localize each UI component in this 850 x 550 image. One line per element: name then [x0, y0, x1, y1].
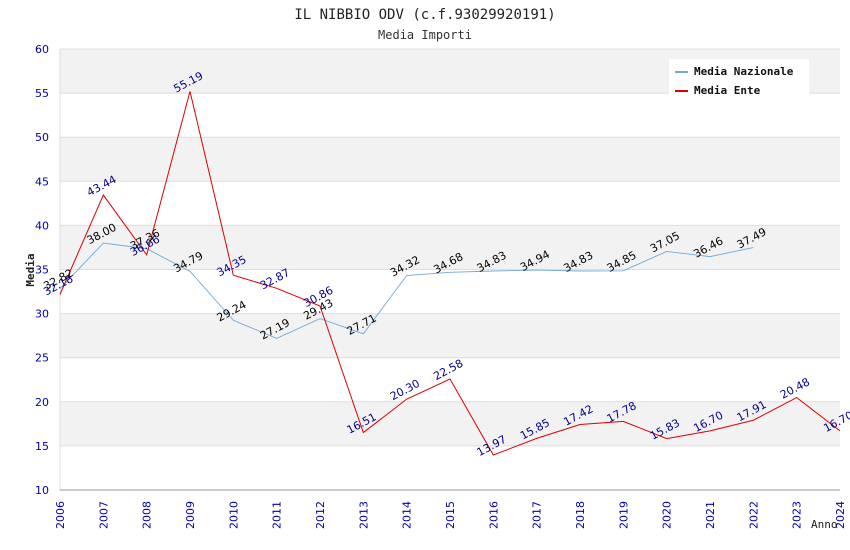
- x-tick-label: 2020: [661, 501, 674, 529]
- x-tick-label: 2012: [314, 501, 327, 529]
- y-tick-label: 40: [35, 219, 49, 232]
- x-tick-label: 2006: [54, 501, 67, 529]
- x-axis-ticks: 2006 2007 2008 2009 2010 2011 2012 2013 2014 2015…: [54, 501, 847, 529]
- x-tick-label: 2022: [747, 501, 760, 529]
- x-tick-label: 2009: [184, 501, 197, 529]
- y-tick-label: 25: [35, 352, 49, 365]
- plot-background-bands: [60, 49, 840, 490]
- legend: Media Nazionale Media Ente: [669, 59, 809, 97]
- y-tick-label: 10: [35, 484, 49, 497]
- series-line-nazionale: [59, 242, 754, 339]
- plot-band: [60, 269, 840, 314]
- x-tick-label: 2017: [531, 501, 544, 529]
- legend-box: [669, 59, 809, 96]
- x-tick-label: 2011: [271, 501, 284, 529]
- x-tick-label: 2023: [791, 501, 804, 529]
- plot-band: [60, 401, 840, 446]
- plot-band: [60, 445, 840, 490]
- x-axis-label: Anno: [811, 518, 838, 531]
- x-tick-label: 2014: [401, 501, 414, 529]
- x-tick-label: 2013: [357, 501, 370, 529]
- x-tick-label: 2010: [227, 501, 240, 529]
- chart-title: IL NIBBIO ODV (c.f.93029920191): [294, 7, 555, 23]
- plot-band: [60, 181, 840, 226]
- y-tick-label: 15: [35, 440, 49, 453]
- plot-band: [60, 313, 840, 358]
- plot-band: [60, 225, 840, 270]
- series-lines: [59, 91, 841, 456]
- x-tick-label: 2021: [704, 501, 717, 529]
- y-tick-label: 50: [35, 131, 49, 144]
- x-tick-label: 2018: [574, 501, 587, 529]
- y-tick-label: 20: [35, 396, 49, 409]
- y-tick-label: 35: [35, 264, 49, 277]
- x-tick-label: 2024: [834, 501, 847, 529]
- y-tick-label: 45: [35, 175, 49, 188]
- y-tick-label: 60: [35, 43, 49, 56]
- y-tick-label: 30: [35, 308, 49, 321]
- plot-band: [60, 137, 840, 182]
- x-tick-label: 2016: [487, 501, 500, 529]
- x-tick-label: 2008: [141, 501, 154, 529]
- y-axis-label: Media: [24, 253, 37, 286]
- legend-label-nazionale: Media Nazionale: [694, 65, 794, 78]
- y-tick-label: 55: [35, 87, 49, 100]
- x-tick-label: 2019: [617, 501, 630, 529]
- y-axis-ticks: 10 15 20 25 30 35 40 45 50 55 60: [35, 43, 49, 497]
- series-line-ente: [59, 91, 841, 456]
- plot-band: [60, 93, 840, 138]
- x-tick-label: 2015: [444, 501, 457, 529]
- legend-label-ente: Media Ente: [694, 84, 761, 97]
- chart-subtitle: Media Importi: [378, 28, 472, 42]
- x-tick-label: 2007: [97, 501, 110, 529]
